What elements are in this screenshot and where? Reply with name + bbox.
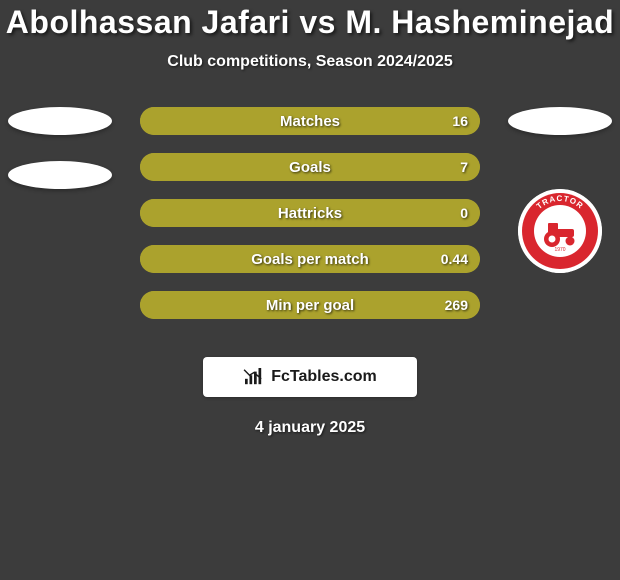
bar-right-value: 269 [433,291,480,319]
subtitle: Club competitions, Season 2024/2025 [0,53,620,71]
bar-left-value [140,153,164,181]
left-player-ellipse-2 [8,161,112,189]
bar-row: 0Hattricks [140,199,480,227]
date-text: 4 january 2025 [0,419,620,437]
bar-left-value [140,199,164,227]
bar-right-value: 0.44 [429,245,480,273]
stats-area: TRACTOR CLUB 1970 16Matches 7Goals 0Hattri… [0,107,620,327]
page-title: Abolhassan Jafari vs M. Hasheminejad [0,4,620,41]
source-badge: FcTables.com [203,357,417,397]
card-content: Abolhassan Jafari vs M. Hasheminejad Clu… [0,0,620,437]
bar-left-value [140,245,164,273]
bar-row: 0.44Goals per match [140,245,480,273]
bar-right-fill [140,291,480,319]
bar-right-fill [140,107,480,135]
bar-right-fill [140,153,480,181]
bar-left-value [140,291,164,319]
left-player-ellipse-1 [8,107,112,135]
source-text: FcTables.com [271,368,377,386]
bar-right-value: 0 [448,199,480,227]
bar-chart-icon [243,368,265,386]
bar-right-value: 7 [448,153,480,181]
tractor-club-icon: TRACTOR CLUB 1970 [518,189,602,273]
bar-right-value: 16 [440,107,480,135]
bar-left-value [140,107,164,135]
bar-row: 16Matches [140,107,480,135]
bar-row: 269Min per goal [140,291,480,319]
right-player-club-logo: TRACTOR CLUB 1970 [518,189,602,273]
stat-bars: 16Matches 7Goals 0Hattricks 0.44Goals per m… [140,107,480,319]
right-player-ellipse-1 [508,107,612,135]
club-year: 1970 [554,247,565,253]
left-player-col [0,107,120,189]
bar-right-fill [140,199,480,227]
bar-row: 7Goals [140,153,480,181]
right-player-col: TRACTOR CLUB 1970 [500,107,620,273]
